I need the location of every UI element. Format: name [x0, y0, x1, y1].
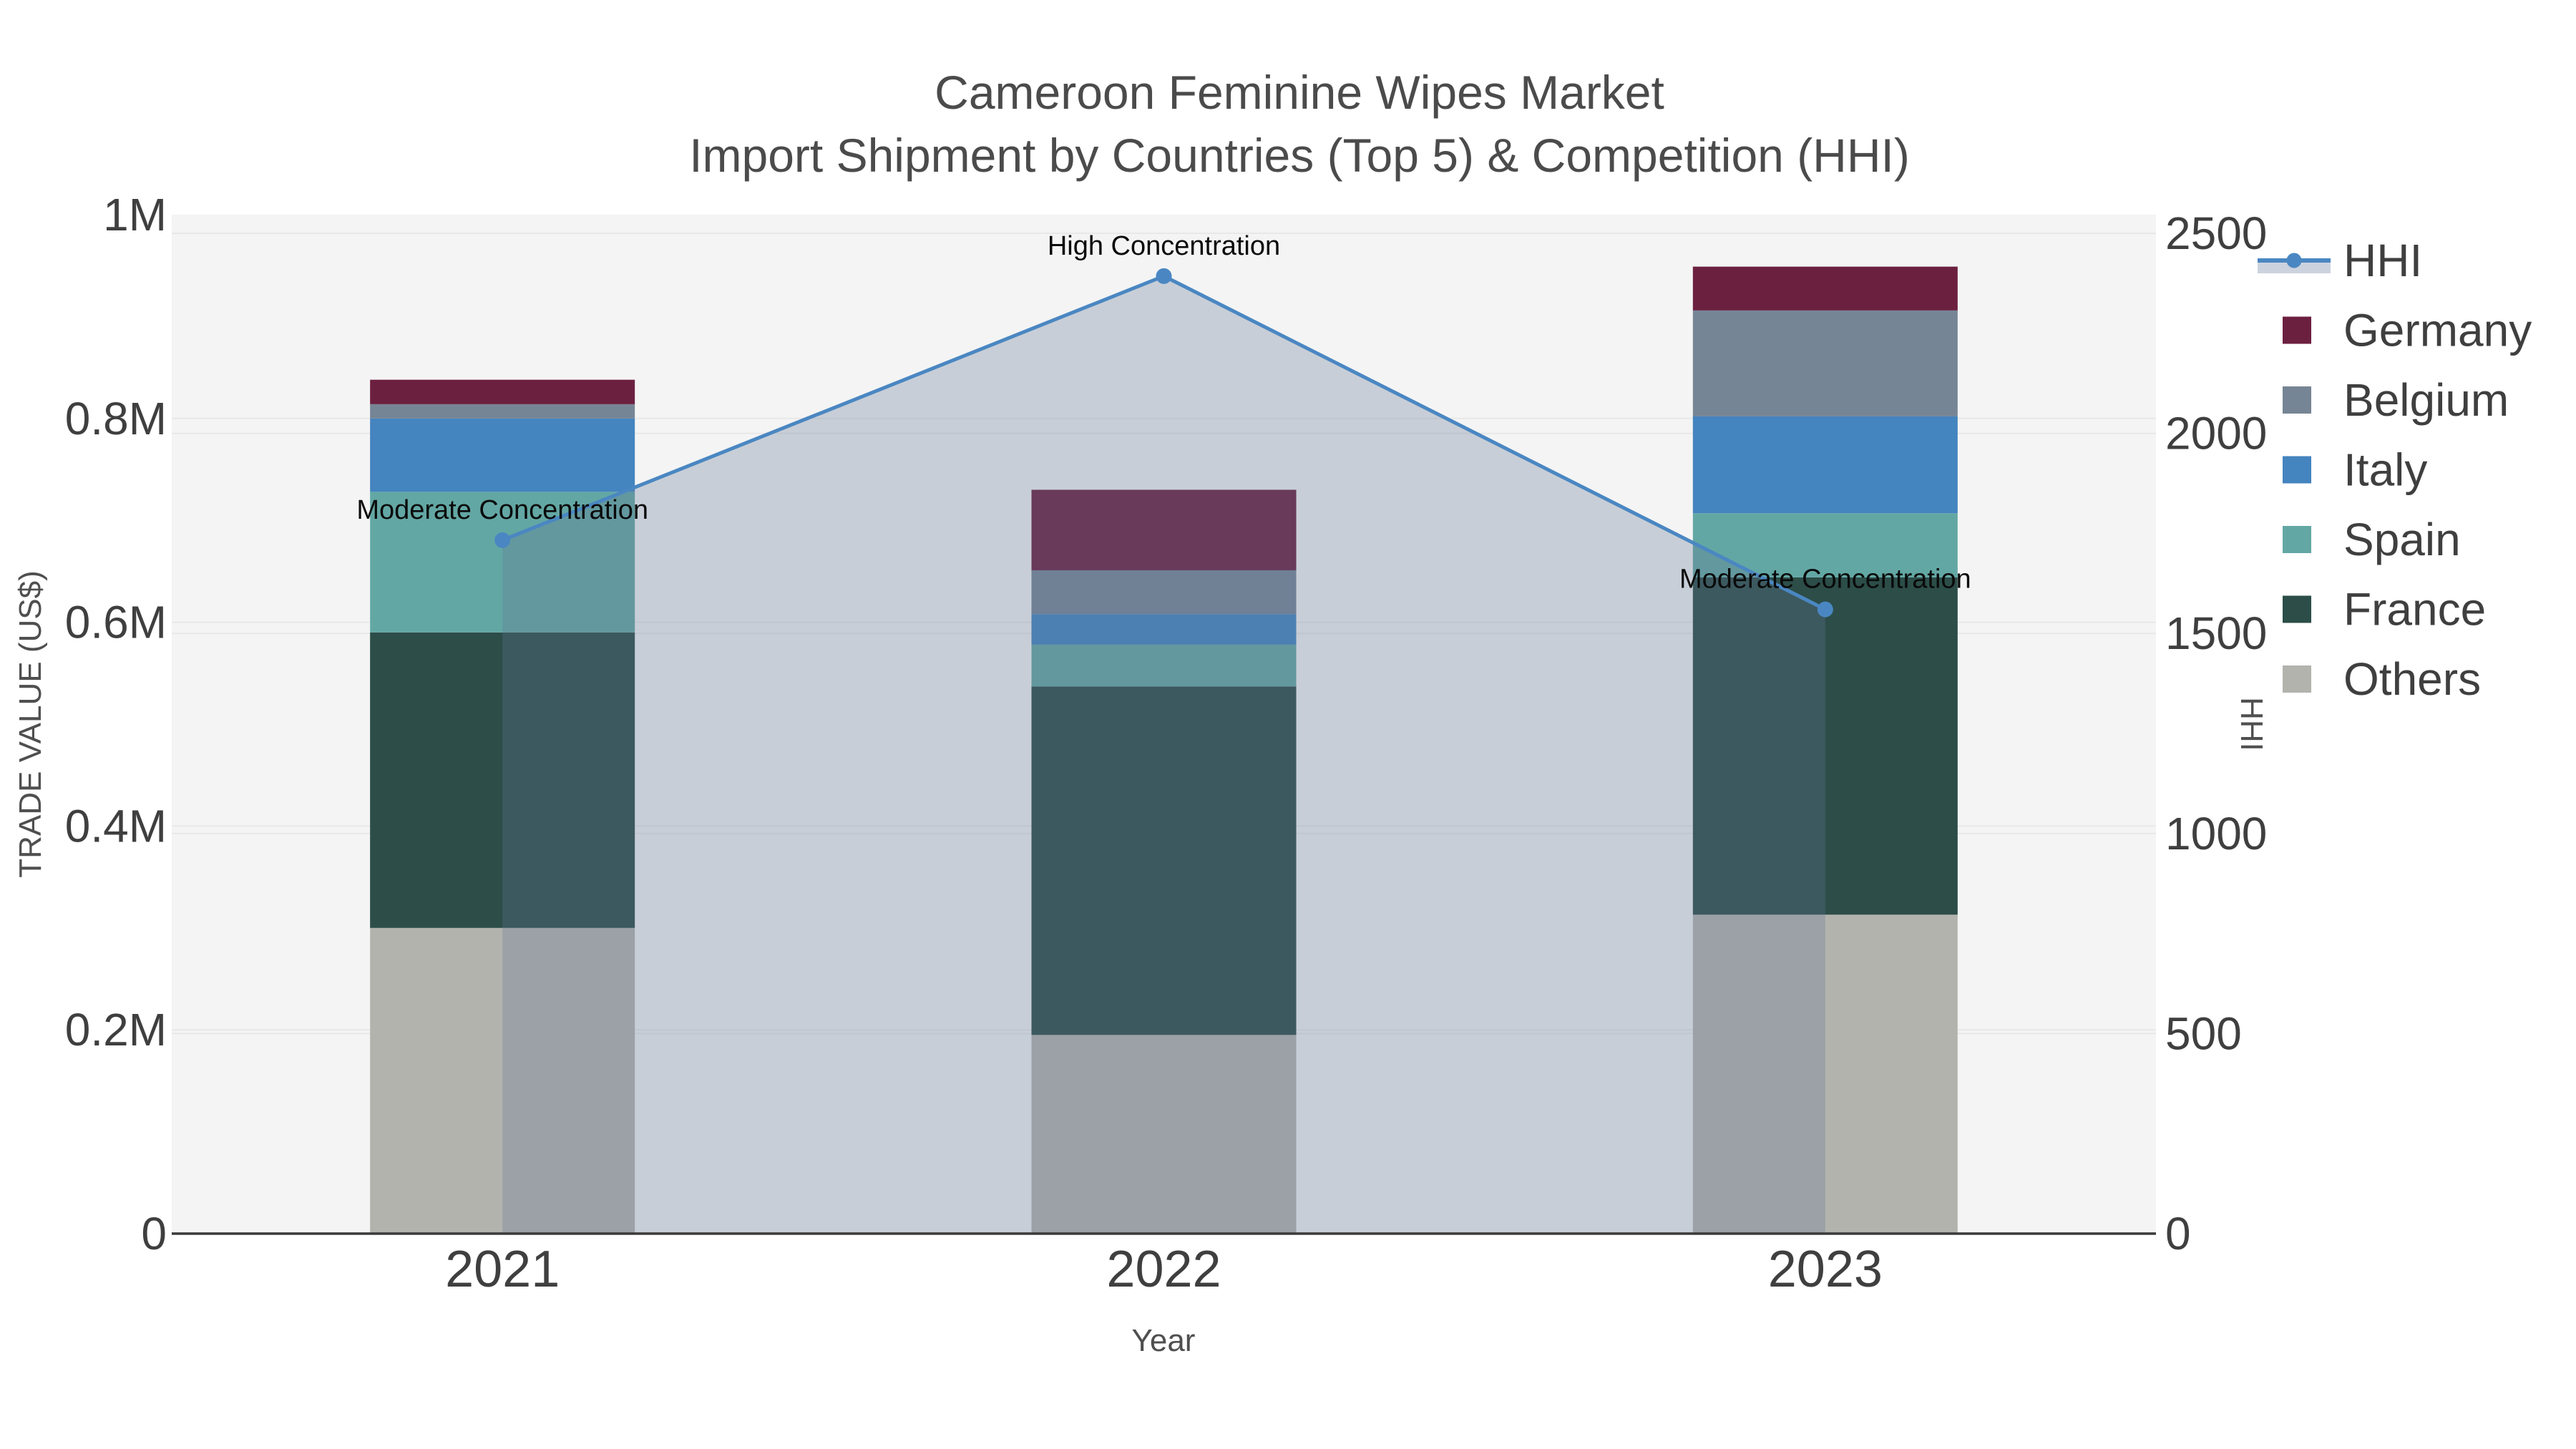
bar-2022-germany[interactable] [1031, 489, 1297, 570]
legend-item-others[interactable]: Others [2283, 653, 2481, 705]
y2-tick-label: 0 [2165, 1208, 2191, 1259]
bar-2022-others[interactable] [1031, 1035, 1297, 1234]
legend-label-italy: Italy [2343, 444, 2427, 496]
bar-2021-france[interactable] [370, 632, 635, 928]
x-tick-label-2021: 2021 [445, 1241, 560, 1298]
hhi-area-fill [502, 275, 1825, 1234]
y-axis-title: TRADE VALUE (US$) [13, 570, 48, 878]
hhi-marker-2021[interactable] [494, 532, 511, 548]
y-tick-label: 0.8M [65, 393, 167, 444]
x-tick-label-2022: 2022 [1106, 1241, 1221, 1298]
bar-2022-france[interactable] [1031, 686, 1297, 1035]
legend-item-italy[interactable]: Italy [2283, 444, 2427, 496]
legend-hhi-marker-sample [2286, 253, 2302, 268]
x-tick-label-2023: 2023 [1768, 1241, 1883, 1298]
bar-2023-belgium[interactable] [1692, 310, 1958, 416]
hhi-marker-2023[interactable] [1817, 601, 1833, 618]
chart-title-line2: Import Shipment by Countries (Top 5) & C… [689, 129, 1910, 182]
legend-swatch-belgium [2283, 386, 2311, 414]
legend-swatch-germany [2283, 316, 2311, 344]
annotation-2022: High Concentration [1048, 231, 1280, 261]
y-tick-label: 0.4M [65, 800, 167, 852]
y-tick-label: 1M [103, 189, 167, 240]
legend-item-france[interactable]: France [2283, 584, 2486, 635]
legend-label-others: Others [2343, 653, 2481, 705]
bar-2022-belgium[interactable] [1031, 570, 1297, 615]
y2-axis-title: HHI [2234, 697, 2269, 751]
bar-2022-spain[interactable] [1031, 644, 1297, 687]
legend-item-hhi[interactable]: HHI [2258, 235, 2422, 286]
chart-title-line1: Cameroon Feminine Wipes Market [935, 66, 1664, 119]
y2-tick-label: 500 [2165, 1008, 2242, 1059]
hhi-marker-2022[interactable] [1156, 268, 1172, 284]
legend-label-spain: Spain [2343, 514, 2461, 565]
legend-swatch-spain [2283, 526, 2311, 553]
bar-2021-spain[interactable] [370, 492, 635, 633]
legend-swatch-france [2283, 595, 2311, 623]
y2-tick-label: 1500 [2165, 608, 2267, 659]
y-tick-label: 0 [141, 1208, 167, 1259]
bar-2023-italy[interactable] [1692, 416, 1958, 514]
legend-swatch-others [2283, 665, 2311, 693]
x-axis-title: Year [1132, 1323, 1196, 1358]
bar-2021-others[interactable] [370, 927, 635, 1234]
legend-item-spain[interactable]: Spain [2283, 514, 2461, 565]
bar-2023-france[interactable] [1692, 577, 1958, 915]
legend-label-germany: Germany [2343, 305, 2532, 356]
legend-label-france: France [2343, 584, 2486, 635]
y-tick-label: 0.6M [65, 597, 167, 648]
y-tick-label: 0.2M [65, 1004, 167, 1055]
legend-label-belgium: Belgium [2343, 374, 2509, 426]
legend-item-germany[interactable]: Germany [2283, 305, 2532, 356]
bar-2021-germany[interactable] [370, 379, 635, 404]
y2-tick-label: 1000 [2165, 808, 2267, 859]
bar-2021-belgium[interactable] [370, 404, 635, 419]
legend-swatch-italy [2283, 456, 2311, 484]
legend-item-belgium[interactable]: Belgium [2283, 374, 2509, 426]
y2-tick-label: 2500 [2165, 208, 2267, 259]
annotation-2021: Moderate Concentration [356, 495, 648, 525]
bar-2021-italy[interactable] [370, 418, 635, 492]
bar-2023-germany[interactable] [1692, 266, 1958, 311]
legend-label-hhi: HHI [2343, 235, 2422, 286]
bar-2022-italy[interactable] [1031, 614, 1297, 645]
annotation-2023: Moderate Concentration [1679, 565, 1971, 595]
bar-2023-others[interactable] [1692, 914, 1958, 1234]
y2-tick-label: 2000 [2165, 408, 2267, 459]
